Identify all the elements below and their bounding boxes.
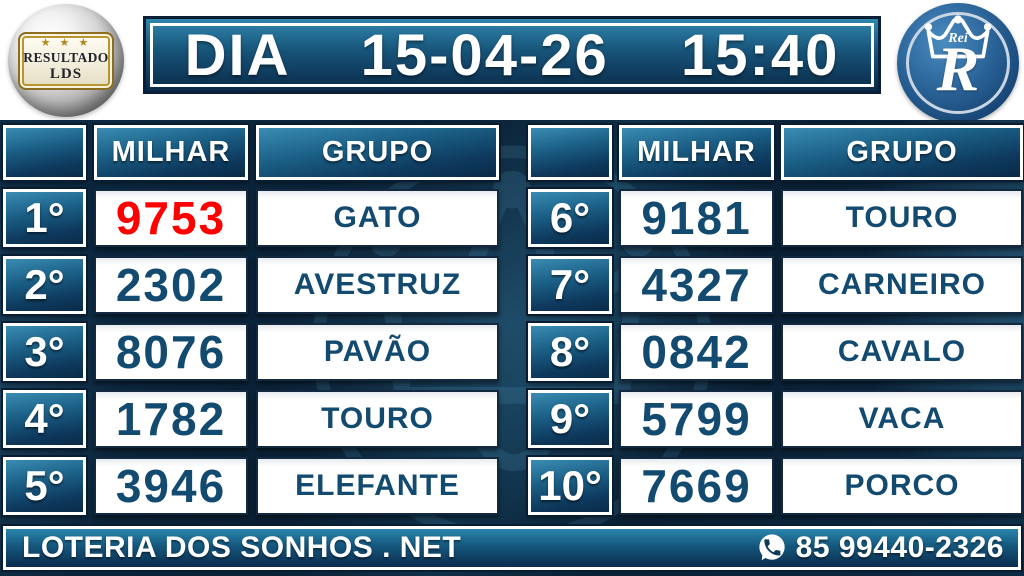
results-table-right: MILHAR GRUPO 6° 9181 TOURO 7° 4327 CARNE… (526, 123, 1024, 517)
results-panel: MILHAR GRUPO 1° 9753 GATO 2° 2302 AVESTR… (0, 120, 1024, 576)
grupo-cell: TOURO (256, 390, 499, 448)
milhar-column-header-left: MILHAR (92, 123, 250, 182)
grupo-cell: ELEFANTE (256, 457, 499, 515)
contact-info: 85 99440-2326 (757, 531, 1004, 565)
milhar-cell: 3946 (94, 457, 248, 515)
badge-stars-icon: ★ ★ ★ (40, 37, 92, 49)
position-cell: 3° (1, 321, 88, 383)
milhar-cell: 9753 (94, 189, 248, 247)
grupo-cell: PAVÃO (256, 323, 499, 381)
crown-icon (924, 15, 992, 59)
badge-subtitle: LDS (49, 66, 83, 82)
site-name: LOTERIA DOS SONHOS . NET (22, 531, 462, 564)
badge-plaque: ★ ★ ★ RESULTADO LDS (18, 31, 114, 90)
position-cell: 10° (526, 455, 614, 517)
grupo-cell: PORCO (781, 457, 1023, 515)
logo-rei-text: Rei (948, 31, 968, 46)
position-cell: 7° (526, 254, 614, 316)
milhar-cell: 0842 (619, 323, 774, 381)
grupo-column-header-left: GRUPO (254, 123, 501, 182)
position-cell: 2° (1, 254, 88, 316)
badge-title: RESULTADO (23, 50, 109, 65)
grupo-column-header-right: GRUPO (779, 123, 1024, 182)
rei-logo: Rei R (897, 3, 1019, 123)
whatsapp-phone-icon (758, 534, 785, 561)
resultado-lds-badge: ★ ★ ★ RESULTADO LDS (8, 4, 124, 117)
milhar-cell: 2302 (94, 256, 248, 314)
milhar-cell: 5799 (619, 390, 774, 448)
phone-number: 85 99440-2326 (795, 531, 1004, 564)
grupo-cell: VACA (781, 390, 1023, 448)
grupo-cell: AVESTRUZ (256, 256, 499, 314)
milhar-cell: 8076 (94, 323, 248, 381)
milhar-cell: 4327 (619, 256, 774, 314)
position-cell: 5° (1, 455, 88, 517)
milhar-column-header-right: MILHAR (617, 123, 776, 182)
results-table-left: MILHAR GRUPO 1° 9753 GATO 2° 2302 AVESTR… (1, 123, 501, 517)
position-cell: 1° (1, 187, 88, 249)
milhar-cell: 7669 (619, 457, 774, 515)
grupo-cell: GATO (256, 189, 499, 247)
position-cell: 4° (1, 388, 88, 450)
footer-bar: LOTERIA DOS SONHOS . NET 85 99440-2326 (1, 524, 1023, 572)
position-cell: 9° (526, 388, 614, 450)
grupo-cell: CAVALO (781, 323, 1023, 381)
milhar-cell: 9181 (619, 189, 774, 247)
milhar-cell: 1782 (94, 390, 248, 448)
position-column-header-right (526, 123, 614, 182)
draw-datetime-bar: DIA 15-04-26 15:40 (143, 16, 881, 94)
grupo-cell: TOURO (781, 189, 1023, 247)
draw-datetime-text: DIA 15-04-26 15:40 (184, 22, 840, 88)
position-cell: 6° (526, 187, 614, 249)
position-cell: 8° (526, 321, 614, 383)
logo-ring (906, 12, 1010, 114)
position-column-header-left (1, 123, 88, 182)
logo-r-letter: R (936, 33, 980, 104)
grupo-cell: CARNEIRO (781, 256, 1023, 314)
